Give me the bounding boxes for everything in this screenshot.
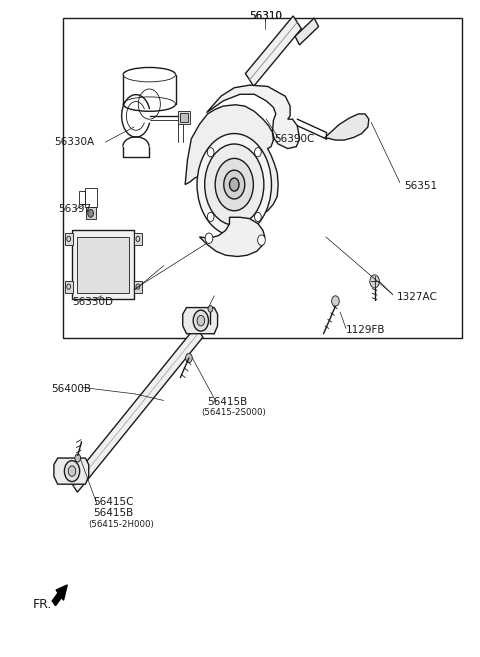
Text: 56351: 56351 (405, 181, 438, 191)
Circle shape (370, 275, 379, 288)
Text: 56330D: 56330D (72, 298, 113, 307)
Circle shape (186, 353, 192, 363)
Text: 1327AC: 1327AC (396, 292, 437, 302)
Circle shape (207, 212, 214, 221)
Circle shape (258, 235, 265, 246)
Polygon shape (54, 458, 89, 484)
Text: 56400B: 56400B (51, 384, 92, 394)
Polygon shape (325, 114, 369, 140)
Text: 56415C: 56415C (93, 497, 133, 507)
Text: (56415-2S000): (56415-2S000) (201, 409, 265, 417)
Text: 56310: 56310 (249, 11, 282, 22)
Polygon shape (65, 233, 73, 245)
Polygon shape (134, 233, 142, 245)
Circle shape (88, 210, 94, 217)
Text: (56415-2H000): (56415-2H000) (88, 520, 154, 530)
Text: 56330A: 56330A (54, 137, 95, 147)
Circle shape (75, 454, 81, 462)
Bar (63, 18, 462, 338)
Polygon shape (180, 113, 188, 122)
Polygon shape (71, 327, 203, 492)
Text: 56390C: 56390C (275, 134, 315, 144)
Polygon shape (77, 237, 129, 292)
Polygon shape (134, 281, 142, 292)
Text: 56397: 56397 (58, 204, 91, 214)
Circle shape (332, 296, 339, 306)
Circle shape (193, 310, 208, 331)
Polygon shape (206, 85, 300, 148)
Text: 1129FB: 1129FB (346, 325, 385, 335)
Circle shape (254, 212, 261, 221)
Circle shape (204, 144, 264, 225)
Circle shape (229, 178, 239, 191)
Polygon shape (295, 18, 319, 45)
Circle shape (207, 148, 214, 157)
Circle shape (64, 461, 80, 482)
Polygon shape (199, 217, 265, 256)
Polygon shape (72, 231, 134, 299)
Polygon shape (183, 307, 217, 334)
Polygon shape (245, 16, 301, 86)
Circle shape (68, 466, 76, 476)
Text: 56415B: 56415B (93, 508, 133, 518)
Polygon shape (178, 111, 190, 124)
Circle shape (197, 315, 204, 326)
Text: 56415B: 56415B (207, 397, 248, 407)
Circle shape (215, 158, 253, 211)
Polygon shape (185, 104, 278, 219)
Text: FR.: FR. (33, 598, 52, 611)
Circle shape (224, 170, 245, 199)
Text: 56310: 56310 (249, 11, 282, 22)
Circle shape (254, 148, 261, 157)
Circle shape (205, 233, 213, 244)
Polygon shape (86, 208, 96, 219)
Circle shape (197, 133, 272, 236)
Polygon shape (65, 281, 73, 292)
FancyArrow shape (52, 585, 67, 606)
Circle shape (208, 306, 213, 312)
